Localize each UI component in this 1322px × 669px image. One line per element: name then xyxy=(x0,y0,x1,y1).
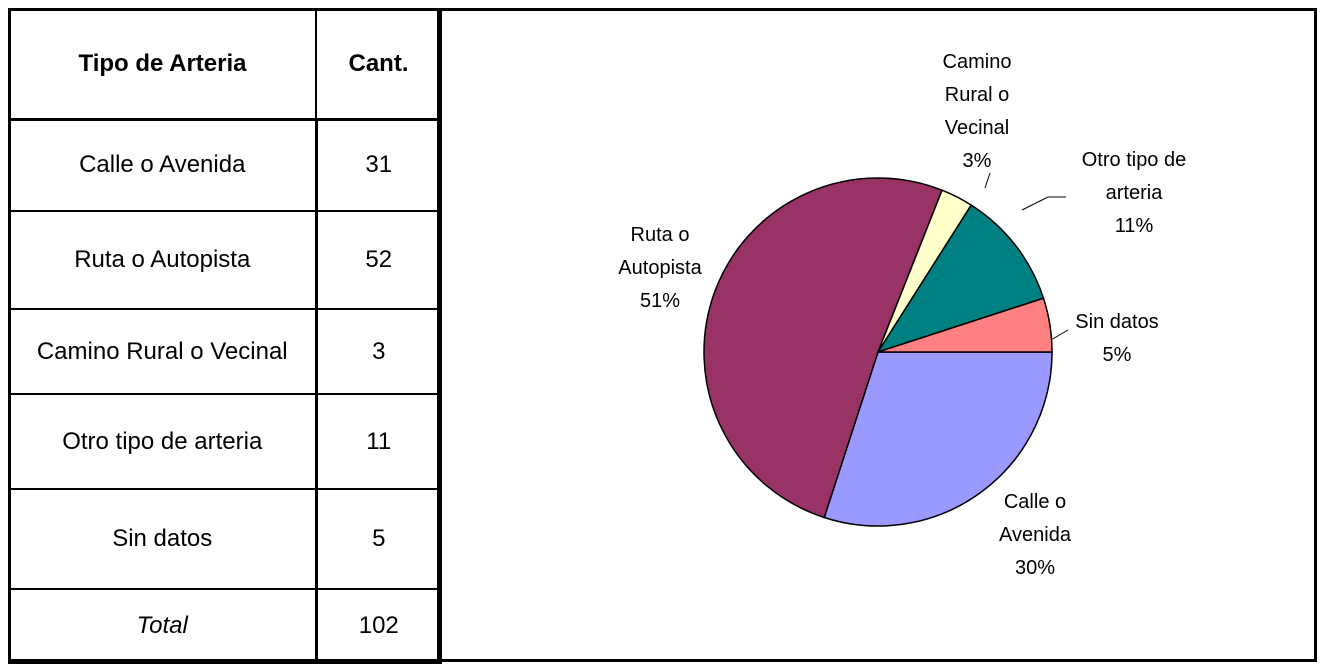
table-row: Ruta o Autopista 52 xyxy=(8,210,442,310)
frame xyxy=(8,8,1317,662)
table-cell: Camino Rural o Vecinal xyxy=(8,308,318,395)
slice-category: Otro tipo de arteria xyxy=(1081,149,1187,204)
slice-label: Otro tipo de arteria 11% xyxy=(1054,144,1214,243)
table-cell: 11 xyxy=(315,393,442,490)
header-cell: Cant. xyxy=(315,8,442,121)
table-cell: Otro tipo de arteria xyxy=(8,393,318,490)
total-cell: 102 xyxy=(315,588,442,664)
pie-slice xyxy=(823,351,1053,527)
slice-category: Camino Rural o Vecinal xyxy=(942,51,1012,139)
table-row: Otro tipo de arteria 11 xyxy=(8,393,442,490)
table-cell: 31 xyxy=(315,118,442,212)
leader-line xyxy=(1050,329,1069,341)
data-table: Tipo de Arteria Cant. Calle o Avenida 31 Rut… xyxy=(8,8,442,664)
slice-label: Calle o Avenida 30% xyxy=(980,486,1090,585)
slice-value: 5% xyxy=(1102,344,1132,366)
slice-value: 30% xyxy=(1014,557,1056,579)
total-row: Total 102 xyxy=(8,588,442,664)
divider xyxy=(437,8,441,662)
total-cell: Total xyxy=(8,588,318,664)
pie-slice xyxy=(877,297,1053,353)
table-cell: Ruta o Autopista xyxy=(8,210,318,310)
slice-label: Camino Rural o Vecinal 3% xyxy=(927,46,1027,178)
header-cell: Tipo de Arteria xyxy=(8,8,317,121)
header-row: Tipo de Arteria Cant. xyxy=(8,8,442,121)
slice-label: Ruta o Autopista 51% xyxy=(605,219,715,318)
leader-line xyxy=(984,172,991,189)
slice-value: 11% xyxy=(1114,215,1154,237)
slice-label: Sin datos 5% xyxy=(1057,306,1177,372)
table-row: Camino Rural o Vecinal 3 xyxy=(8,308,442,395)
table-row: Sin datos 5 xyxy=(8,488,442,590)
table-cell: 3 xyxy=(315,308,442,395)
pie-slice xyxy=(703,177,944,519)
leader-line xyxy=(1021,196,1066,211)
slice-value: 3% xyxy=(962,150,992,172)
slice-category: Sin datos xyxy=(1075,311,1159,333)
pie-slice xyxy=(876,204,1045,354)
table-cell: 52 xyxy=(315,210,442,310)
table-cell: Calle o Avenida xyxy=(8,118,318,212)
slice-category: Calle o Avenida xyxy=(999,491,1071,546)
slice-value: 51% xyxy=(639,290,681,312)
table-cell: Sin datos xyxy=(8,488,318,590)
slice-category: Ruta o Autopista xyxy=(618,224,702,279)
table-cell: 5 xyxy=(315,488,442,590)
table-row: Calle o Avenida 31 xyxy=(8,118,442,212)
